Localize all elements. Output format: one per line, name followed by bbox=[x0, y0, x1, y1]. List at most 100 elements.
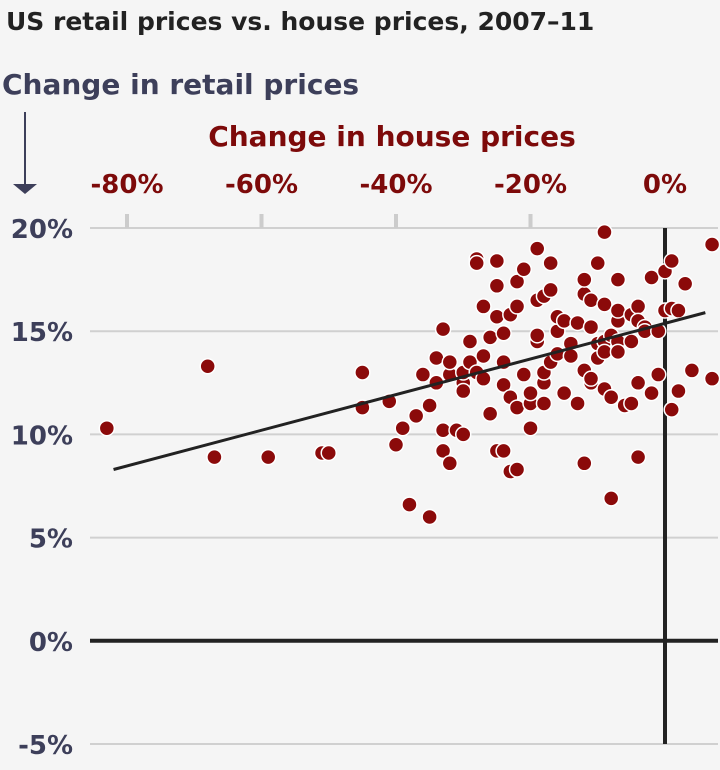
trend-line bbox=[113, 311, 706, 471]
x-tick-label: -40% bbox=[359, 170, 432, 200]
data-point bbox=[703, 370, 720, 387]
data-point bbox=[650, 366, 667, 383]
data-point bbox=[609, 271, 627, 288]
data-point bbox=[495, 325, 512, 342]
data-point bbox=[576, 455, 593, 472]
data-point bbox=[508, 399, 526, 416]
data-point bbox=[528, 240, 546, 257]
data-point bbox=[508, 273, 526, 290]
data-point bbox=[576, 271, 593, 288]
data-point bbox=[354, 364, 371, 381]
data-point bbox=[703, 236, 720, 253]
data-point bbox=[434, 442, 452, 460]
y-tick-label: 15% bbox=[11, 318, 73, 348]
data-point bbox=[461, 333, 479, 350]
data-point bbox=[582, 318, 600, 336]
data-point bbox=[602, 388, 620, 406]
data-point bbox=[475, 347, 492, 365]
data-point bbox=[508, 461, 526, 478]
data-point bbox=[623, 395, 640, 412]
data-point bbox=[515, 261, 533, 278]
data-point bbox=[542, 254, 559, 272]
data-point bbox=[488, 252, 506, 270]
x-tick-label: 0% bbox=[643, 170, 687, 200]
data-point bbox=[259, 448, 277, 466]
x-tick-label: -80% bbox=[90, 170, 163, 200]
y-tick-label: 0% bbox=[29, 628, 73, 658]
data-point bbox=[199, 358, 216, 375]
data-point bbox=[582, 291, 600, 309]
data-point bbox=[488, 277, 506, 295]
data-point bbox=[481, 405, 499, 423]
data-point bbox=[555, 384, 573, 402]
data-point bbox=[589, 254, 606, 272]
data-point bbox=[441, 353, 459, 371]
data-point bbox=[676, 275, 694, 292]
gridlines bbox=[90, 227, 718, 745]
data-point bbox=[629, 374, 647, 392]
data-point bbox=[488, 308, 506, 326]
data-point bbox=[663, 252, 680, 270]
data-point bbox=[455, 426, 472, 443]
data-point bbox=[596, 223, 613, 241]
data-point bbox=[434, 320, 452, 338]
y-tick-labels: 20% 15% 10% 5% 0% -5% bbox=[11, 215, 73, 761]
x-tick-label: -20% bbox=[494, 170, 567, 200]
data-point bbox=[596, 296, 613, 313]
y-tick-label: 5% bbox=[29, 525, 73, 555]
data-point bbox=[670, 302, 687, 319]
data-point bbox=[663, 401, 680, 418]
data-point bbox=[320, 444, 337, 462]
data-point bbox=[528, 327, 546, 344]
data-point bbox=[206, 448, 223, 466]
data-point bbox=[508, 298, 526, 315]
data-point bbox=[569, 314, 586, 332]
data-point bbox=[455, 382, 472, 400]
data-point bbox=[394, 419, 411, 437]
data-point bbox=[569, 395, 586, 412]
y-tick-label: -5% bbox=[18, 731, 73, 761]
y-axis-label: Change in retail prices bbox=[2, 68, 359, 101]
data-point bbox=[421, 397, 438, 414]
data-point bbox=[481, 329, 499, 346]
data-point bbox=[629, 298, 647, 315]
data-points bbox=[98, 223, 720, 526]
data-point bbox=[407, 407, 425, 425]
x-tick-label: -60% bbox=[225, 170, 298, 200]
data-point bbox=[623, 333, 640, 350]
data-point bbox=[522, 419, 539, 437]
data-point bbox=[670, 382, 687, 400]
data-point bbox=[495, 442, 512, 460]
chart-title: US retail prices vs. house prices, 2007–… bbox=[6, 7, 594, 36]
data-point bbox=[468, 254, 485, 272]
data-point bbox=[98, 419, 116, 437]
data-point bbox=[535, 395, 553, 412]
y-axis-arrow bbox=[13, 112, 37, 194]
y-tick-label: 20% bbox=[11, 215, 73, 245]
data-point bbox=[683, 362, 701, 379]
x-tick-labels: -80% -60% -40% -20% 0% bbox=[90, 170, 687, 200]
data-point bbox=[643, 384, 660, 402]
data-point bbox=[602, 490, 620, 507]
data-point bbox=[555, 312, 573, 330]
x-tick-marks bbox=[125, 214, 533, 228]
data-point bbox=[414, 366, 432, 383]
data-point bbox=[428, 349, 445, 367]
data-point bbox=[609, 302, 627, 319]
data-point bbox=[441, 455, 459, 472]
data-point bbox=[542, 281, 559, 299]
y-tick-label: 10% bbox=[11, 421, 73, 451]
data-point bbox=[515, 366, 533, 383]
data-point bbox=[582, 370, 600, 387]
trend-line-group bbox=[113, 311, 706, 471]
x-axis-label: Change in house prices bbox=[208, 120, 576, 153]
data-point bbox=[495, 376, 512, 394]
data-point bbox=[475, 298, 492, 315]
data-point bbox=[522, 384, 539, 402]
data-point bbox=[421, 508, 438, 526]
data-point bbox=[643, 269, 660, 286]
data-point bbox=[629, 448, 647, 466]
data-point bbox=[401, 496, 418, 513]
data-point bbox=[387, 436, 405, 453]
